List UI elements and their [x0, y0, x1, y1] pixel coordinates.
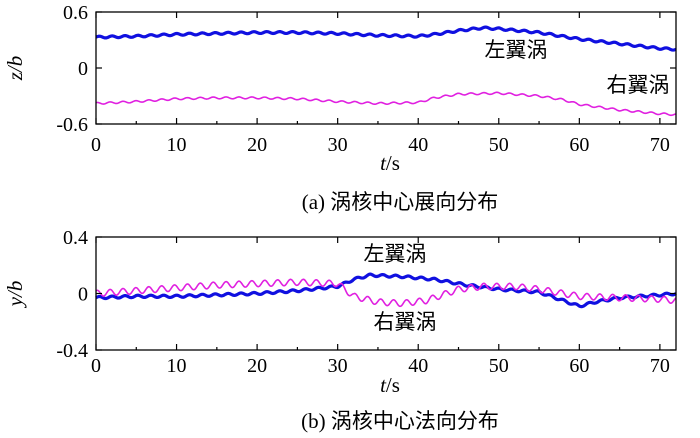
- y-tick-label: 0.4: [63, 227, 88, 249]
- panel-b-caption: (b) 涡核中心法向分布: [301, 409, 499, 433]
- x-axis-label: t/s: [380, 151, 400, 175]
- x-tick-label: 70: [650, 355, 670, 377]
- x-tick-label: 30: [328, 355, 348, 377]
- x-tick-label: 40: [408, 134, 428, 156]
- series-line-right: [95, 278, 677, 308]
- y-tick-label: 0: [78, 284, 88, 306]
- plot-frame: [95, 11, 677, 125]
- y-tick-label: -0.4: [56, 340, 88, 362]
- x-tick-label: 20: [247, 134, 267, 156]
- x-tick-label: 60: [569, 134, 589, 156]
- y-tick-label: 0.6: [63, 2, 88, 24]
- series-line-left: [95, 272, 677, 309]
- annotation-right: 右翼涡: [607, 73, 670, 97]
- x-tick-label: 50: [489, 134, 509, 156]
- y-tick-label: -0.6: [56, 114, 88, 136]
- annotation-left: 左翼涡: [485, 38, 548, 62]
- x-tick-label: 50: [489, 355, 509, 377]
- x-tick-label: 0: [91, 355, 101, 377]
- x-tick-label: 20: [247, 355, 267, 377]
- x-tick-label: 40: [408, 355, 428, 377]
- y-tick-label: 0: [78, 58, 88, 80]
- series-line-left: [95, 25, 677, 52]
- x-tick-label: 30: [328, 134, 348, 156]
- panel-a-caption: (a) 涡核中心展向分布: [302, 190, 499, 214]
- annotation-right: 右翼涡: [374, 310, 437, 334]
- annotation-left: 左翼涡: [364, 242, 427, 266]
- x-tick-label: 0: [91, 134, 101, 156]
- x-tick-label: 10: [167, 355, 187, 377]
- x-tick-label: 60: [569, 355, 589, 377]
- x-tick-label: 70: [650, 134, 670, 156]
- series-line-right: [95, 91, 677, 117]
- y-axis-label: z/b: [3, 56, 27, 82]
- x-tick-label: 10: [167, 134, 187, 156]
- y-axis-label: y/b: [3, 281, 27, 309]
- x-axis-label: t/s: [380, 373, 400, 397]
